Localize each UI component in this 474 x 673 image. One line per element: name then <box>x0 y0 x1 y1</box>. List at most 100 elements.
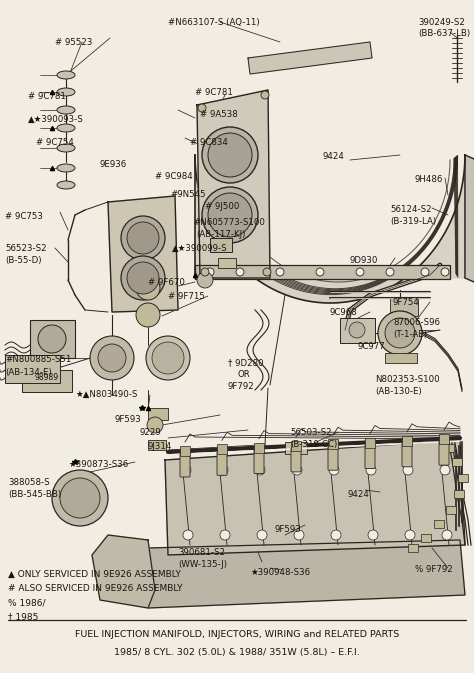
Text: (BB-637-LB): (BB-637-LB) <box>418 29 470 38</box>
Text: ▲ ONLY SERVICED IN 9E926 ASSEMBLY: ▲ ONLY SERVICED IN 9E926 ASSEMBLY <box>8 570 181 579</box>
Circle shape <box>366 465 376 475</box>
Circle shape <box>261 91 269 99</box>
Circle shape <box>349 322 365 338</box>
Text: 9E936: 9E936 <box>100 160 127 169</box>
Text: 56124-S2: 56124-S2 <box>390 205 432 214</box>
Circle shape <box>421 268 429 276</box>
Text: # 9A538: # 9A538 <box>200 110 238 119</box>
Polygon shape <box>197 90 270 278</box>
Ellipse shape <box>57 164 75 172</box>
Circle shape <box>378 311 422 355</box>
Circle shape <box>206 268 214 276</box>
Bar <box>291 441 301 451</box>
Circle shape <box>197 272 213 288</box>
Text: 388058-S: 388058-S <box>8 478 50 487</box>
Bar <box>217 444 227 454</box>
Circle shape <box>442 530 452 540</box>
Text: N802353-S100: N802353-S100 <box>375 375 439 384</box>
Circle shape <box>405 530 415 540</box>
Text: 9H486: 9H486 <box>415 175 443 184</box>
Bar <box>458 474 468 482</box>
Text: OR: OR <box>238 370 251 379</box>
Bar <box>439 434 449 444</box>
Circle shape <box>257 530 267 540</box>
Text: # 9C781: # 9C781 <box>195 88 233 97</box>
Ellipse shape <box>57 106 75 114</box>
Text: (BB-545-BB): (BB-545-BB) <box>8 490 61 499</box>
Text: # 9F670: # 9F670 <box>148 278 185 287</box>
Polygon shape <box>148 540 465 608</box>
Circle shape <box>368 530 378 540</box>
Text: 9F593: 9F593 <box>115 415 142 424</box>
Bar <box>408 544 418 552</box>
Polygon shape <box>195 155 465 303</box>
Text: (AB-134-E): (AB-134-E) <box>5 368 52 377</box>
Bar <box>446 506 456 514</box>
Circle shape <box>181 465 191 475</box>
Text: 98989: 98989 <box>35 374 59 382</box>
Bar <box>180 446 190 456</box>
Text: #N605773-S100: #N605773-S100 <box>193 218 265 227</box>
Circle shape <box>440 465 450 475</box>
Circle shape <box>146 336 190 380</box>
Circle shape <box>121 216 165 260</box>
Circle shape <box>98 344 126 372</box>
Text: 390681-S2: 390681-S2 <box>178 548 225 557</box>
Text: 9229: 9229 <box>140 428 162 437</box>
Polygon shape <box>92 535 155 608</box>
Text: † 1985: † 1985 <box>8 612 38 621</box>
Bar <box>210 238 232 252</box>
Circle shape <box>331 530 341 540</box>
Polygon shape <box>108 196 178 312</box>
Circle shape <box>121 256 165 300</box>
Circle shape <box>152 342 184 374</box>
Bar <box>365 437 375 448</box>
Circle shape <box>136 303 160 327</box>
Text: 390249-S2: 390249-S2 <box>418 18 465 27</box>
Text: 9D930: 9D930 <box>350 256 378 265</box>
Circle shape <box>127 262 159 294</box>
Text: #N800885-S51: #N800885-S51 <box>5 355 72 364</box>
Circle shape <box>198 104 206 112</box>
Circle shape <box>276 268 284 276</box>
Text: # 9J500: # 9J500 <box>205 202 239 211</box>
Polygon shape <box>165 440 465 555</box>
Circle shape <box>263 268 271 276</box>
Text: 9424: 9424 <box>348 490 370 499</box>
Text: 1985/ 8 CYL. 302 (5.0L) & 1988/ 351W (5.8L) – E.F.I.: 1985/ 8 CYL. 302 (5.0L) & 1988/ 351W (5.… <box>114 648 360 657</box>
Text: 9C968: 9C968 <box>330 308 358 317</box>
Circle shape <box>403 465 413 475</box>
Bar <box>421 534 431 542</box>
Circle shape <box>255 465 265 475</box>
Bar <box>328 439 338 449</box>
Bar <box>390 298 418 316</box>
Circle shape <box>236 268 244 276</box>
Circle shape <box>316 268 324 276</box>
Text: (B-55-D): (B-55-D) <box>5 256 42 265</box>
Text: (WW-135-J): (WW-135-J) <box>178 560 227 569</box>
Bar <box>434 520 444 528</box>
Bar <box>454 490 464 498</box>
Text: #9N545: #9N545 <box>170 190 206 199</box>
Bar <box>254 443 264 453</box>
Text: † 9D280: † 9D280 <box>228 358 264 367</box>
Circle shape <box>183 530 193 540</box>
Circle shape <box>208 193 252 237</box>
Text: # ALSO SERVICED IN 9E926 ASSEMBLY: # ALSO SERVICED IN 9E926 ASSEMBLY <box>8 584 182 593</box>
Text: ★390948-S36: ★390948-S36 <box>250 568 310 577</box>
Text: % 1986/: % 1986/ <box>8 598 46 607</box>
Circle shape <box>90 336 134 380</box>
Text: ★390873-S36: ★390873-S36 <box>68 460 128 469</box>
Ellipse shape <box>57 124 75 132</box>
Text: FUEL INJECTION MANIFOLD, INJECTORS, WIRING and RELATED PARTS: FUEL INJECTION MANIFOLD, INJECTORS, WIRI… <box>75 630 399 639</box>
Bar <box>402 436 412 446</box>
Text: ★▲N803490-S: ★▲N803490-S <box>75 390 137 399</box>
Bar <box>22 370 72 392</box>
Text: (T-1-AE): (T-1-AE) <box>393 330 427 339</box>
Bar <box>148 440 166 450</box>
Circle shape <box>201 268 209 276</box>
Text: # 95523: # 95523 <box>55 38 92 47</box>
Text: #N663107-S (AQ-11): #N663107-S (AQ-11) <box>168 18 260 27</box>
Bar <box>285 442 307 454</box>
Circle shape <box>386 268 394 276</box>
